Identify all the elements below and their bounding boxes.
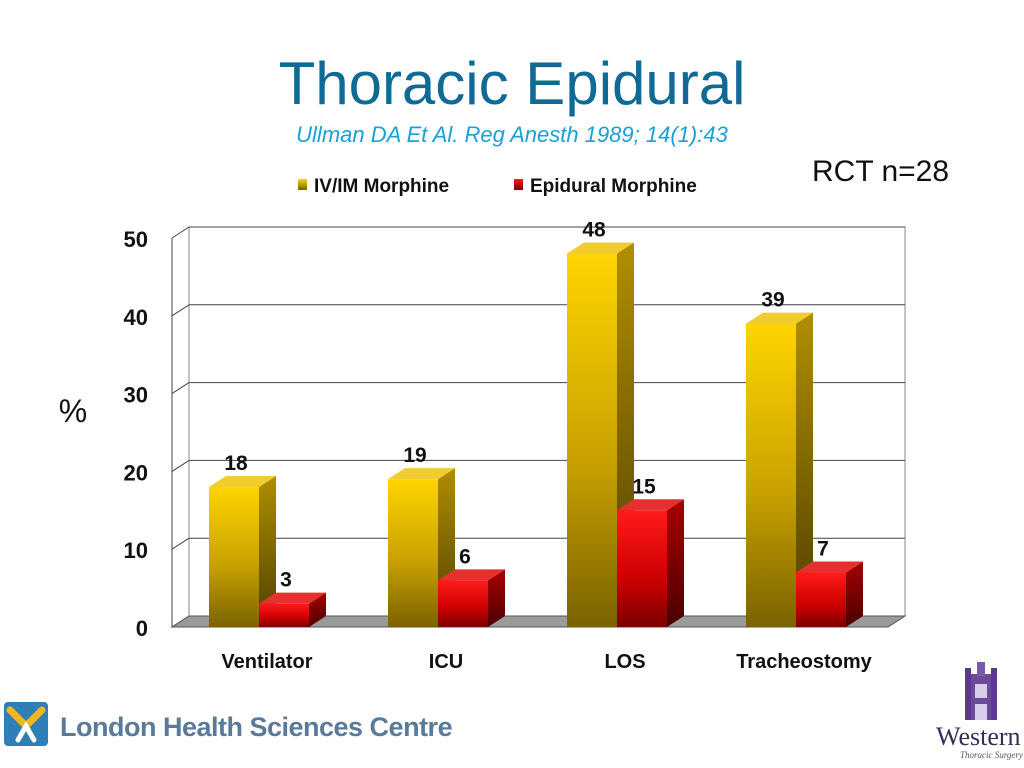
western-logo-subtext: Thoracic Surgery bbox=[960, 750, 1023, 760]
lhsc-logo-icon bbox=[4, 702, 48, 746]
western-tower-icon bbox=[965, 662, 997, 720]
bar-side bbox=[488, 569, 505, 627]
bar-side bbox=[796, 312, 813, 627]
y-tick-label: 0 bbox=[136, 616, 148, 641]
bar-side bbox=[309, 592, 326, 627]
x-tick-label: Tracheostomy bbox=[736, 651, 872, 673]
gridline-depth bbox=[171, 459, 190, 472]
data-label: 18 bbox=[224, 452, 248, 475]
data-label: 48 bbox=[582, 219, 606, 242]
legend-label: IV/IM Morphine bbox=[314, 176, 449, 197]
bar-chart: 0 10 20 30 40 50% 18 3 Ventilator 19 6 ICU 48 15 LOS 3… bbox=[59, 176, 907, 673]
lhsc-logo-text: London Health Sciences Centre bbox=[60, 712, 453, 742]
slide-subtitle: Ullman DA Et Al. Reg Anesth 1989; 14(1):… bbox=[296, 122, 728, 147]
bar-side bbox=[259, 475, 276, 627]
x-tick-label: LOS bbox=[604, 651, 645, 673]
gridline-depth bbox=[171, 382, 190, 395]
slide-title: Thoracic Epidural bbox=[278, 50, 746, 117]
chart-data-labels: 18 3 Ventilator 19 6 ICU 48 15 LOS 39 7 Tracheostom… bbox=[221, 219, 872, 673]
y-tick-label: 40 bbox=[124, 305, 148, 330]
data-label: 15 bbox=[632, 475, 656, 498]
bar bbox=[746, 323, 796, 627]
chart-legend: IV/IM Morphine Epidural Morphine bbox=[298, 176, 697, 197]
y-tick-label: 30 bbox=[124, 383, 148, 408]
x-tick-label: Ventilator bbox=[221, 651, 312, 673]
bar-top bbox=[388, 468, 455, 480]
bar bbox=[438, 580, 488, 627]
bar bbox=[567, 253, 617, 627]
gridline-depth bbox=[171, 537, 190, 550]
bar-top bbox=[438, 569, 505, 581]
data-label: 6 bbox=[459, 545, 471, 568]
legend-label: Epidural Morphine bbox=[530, 176, 697, 197]
bar-top bbox=[209, 475, 276, 487]
bar bbox=[259, 603, 309, 627]
western-logo-text: Western bbox=[936, 722, 1021, 751]
bar-top bbox=[796, 561, 863, 573]
chart-bars bbox=[209, 242, 863, 627]
y-tick-label: 50 bbox=[124, 227, 148, 252]
bar-top bbox=[746, 312, 813, 324]
bar bbox=[617, 510, 667, 627]
bar-side bbox=[846, 561, 863, 627]
bar bbox=[796, 572, 846, 627]
data-label: 3 bbox=[280, 569, 292, 592]
gridline-depth bbox=[171, 226, 190, 239]
gridline-depth bbox=[171, 304, 190, 317]
data-label: 7 bbox=[817, 538, 829, 561]
sample-size-note: RCT n=28 bbox=[812, 155, 950, 188]
bar-top bbox=[617, 499, 684, 511]
bar-top bbox=[259, 592, 326, 604]
bar bbox=[388, 479, 438, 627]
y-tick-label: 10 bbox=[124, 538, 148, 563]
bar-side bbox=[667, 499, 684, 627]
x-tick-label: ICU bbox=[429, 651, 463, 673]
bar-top bbox=[567, 242, 634, 254]
bar bbox=[209, 486, 259, 627]
data-label: 39 bbox=[761, 289, 784, 312]
legend-swatch bbox=[298, 179, 307, 190]
y-axis-label: % bbox=[59, 393, 87, 429]
data-label: 19 bbox=[403, 444, 426, 467]
legend-swatch bbox=[514, 179, 523, 190]
y-tick-label: 20 bbox=[124, 460, 148, 485]
